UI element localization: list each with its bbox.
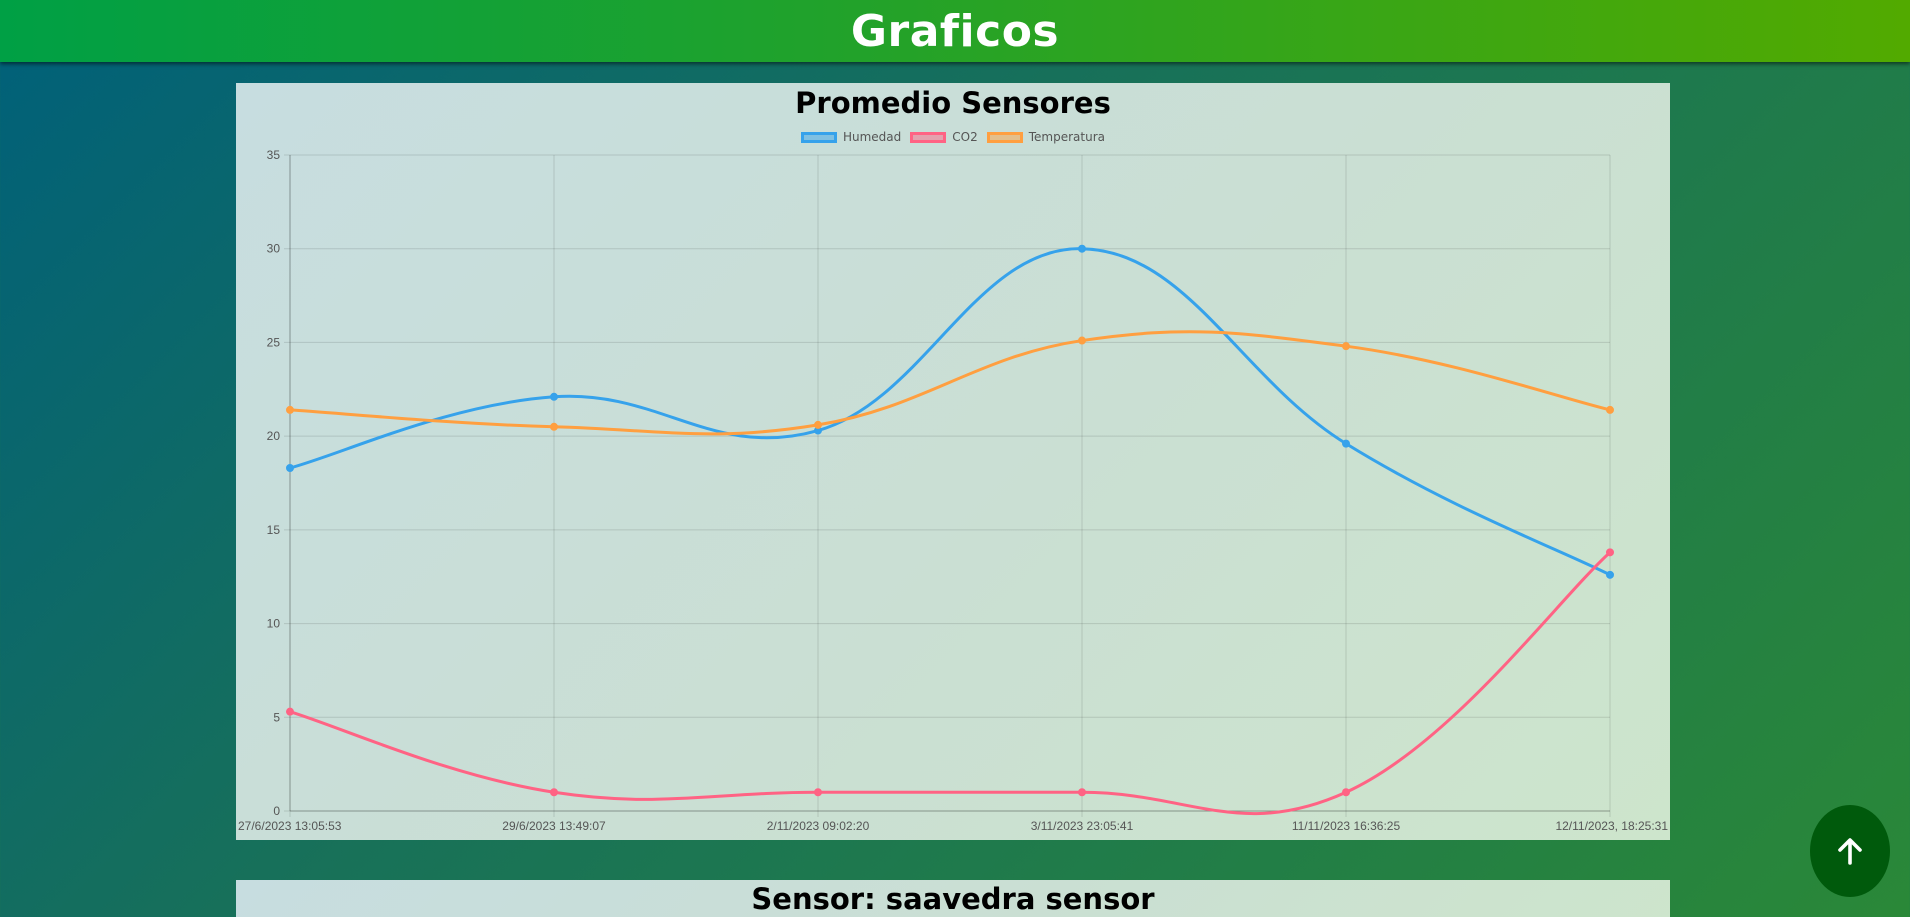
legend-item-humedad[interactable]: Humedad bbox=[800, 130, 902, 144]
y-tick-label: 5 bbox=[273, 710, 280, 724]
y-tick-label: 25 bbox=[267, 335, 281, 349]
arrow-up-icon bbox=[1838, 838, 1862, 865]
data-point-humedad bbox=[550, 392, 558, 401]
data-point-co2 bbox=[1078, 788, 1086, 797]
series-line-humedad bbox=[289, 247, 1611, 577]
page-title: Graficos bbox=[850, 5, 1060, 57]
legend-swatch-temperatura bbox=[986, 131, 1023, 143]
x-tick-label: 11/11/2023 16:36:25 bbox=[1292, 819, 1401, 833]
data-point-temperatura bbox=[1342, 342, 1350, 351]
legend-swatch-humedad bbox=[800, 131, 837, 143]
legend-label-temperatura: Temperatura bbox=[1028, 130, 1105, 144]
data-point-temperatura bbox=[814, 420, 822, 429]
data-point-temperatura bbox=[1606, 405, 1614, 414]
data-point-temperatura bbox=[550, 422, 558, 431]
data-point-co2 bbox=[550, 788, 558, 797]
data-point-co2 bbox=[814, 788, 822, 797]
legend-label-co2: CO2 bbox=[952, 130, 978, 144]
sensor-title: Sensor: saavedra sensor bbox=[751, 882, 1155, 916]
data-point-temperatura bbox=[1078, 336, 1086, 345]
y-tick-label: 20 bbox=[267, 429, 281, 443]
data-point-co2 bbox=[1606, 548, 1614, 557]
legend-swatch-co2 bbox=[910, 131, 947, 143]
data-point-humedad bbox=[1078, 244, 1086, 253]
y-tick-label: 30 bbox=[267, 242, 281, 256]
scroll-top-button[interactable] bbox=[1810, 805, 1890, 897]
line-chart: 0 5 10 15 20 25 30 35 27/6/2023 13:05:53 29/6/202… bbox=[238, 148, 1668, 833]
series-line-temperatura bbox=[289, 330, 1611, 436]
x-tick-label: 3/11/2023 23:05:41 bbox=[1031, 819, 1134, 833]
chart-title: Promedio Sensores bbox=[795, 86, 1111, 120]
data-point-humedad bbox=[1606, 570, 1614, 579]
app-header: Graficos bbox=[0, 0, 1910, 62]
y-tick-label: 10 bbox=[267, 617, 281, 631]
series-line-co2 bbox=[289, 551, 1612, 816]
sensor-card: Sensor: saavedra sensor bbox=[236, 880, 1670, 917]
x-tick-label: 2/11/2023 09:02:20 bbox=[767, 819, 870, 833]
data-point-humedad bbox=[1342, 439, 1350, 448]
data-point-co2 bbox=[1342, 788, 1350, 797]
x-tick-label: 12/11/2023, 18:25:31 bbox=[1555, 819, 1668, 833]
y-tick-label: 35 bbox=[267, 148, 281, 162]
legend-item-temperatura[interactable]: Temperatura bbox=[986, 130, 1105, 144]
chart-legend: Humedad CO2 Temperatura bbox=[236, 130, 1670, 144]
data-point-humedad bbox=[286, 464, 294, 473]
x-tick-label: 29/6/2023 13:49:07 bbox=[502, 819, 606, 833]
data-point-co2 bbox=[286, 707, 294, 716]
legend-label-humedad: Humedad bbox=[842, 130, 902, 144]
y-tick-label: 0 bbox=[273, 804, 280, 818]
x-tick-label: 27/6/2023 13:05:53 bbox=[238, 819, 342, 833]
y-tick-label: 15 bbox=[267, 523, 281, 537]
data-point-temperatura bbox=[286, 405, 294, 414]
chart-card-promedio: Promedio Sensores Humedad CO2 Temperatur… bbox=[236, 83, 1670, 840]
legend-item-co2[interactable]: CO2 bbox=[910, 130, 978, 144]
